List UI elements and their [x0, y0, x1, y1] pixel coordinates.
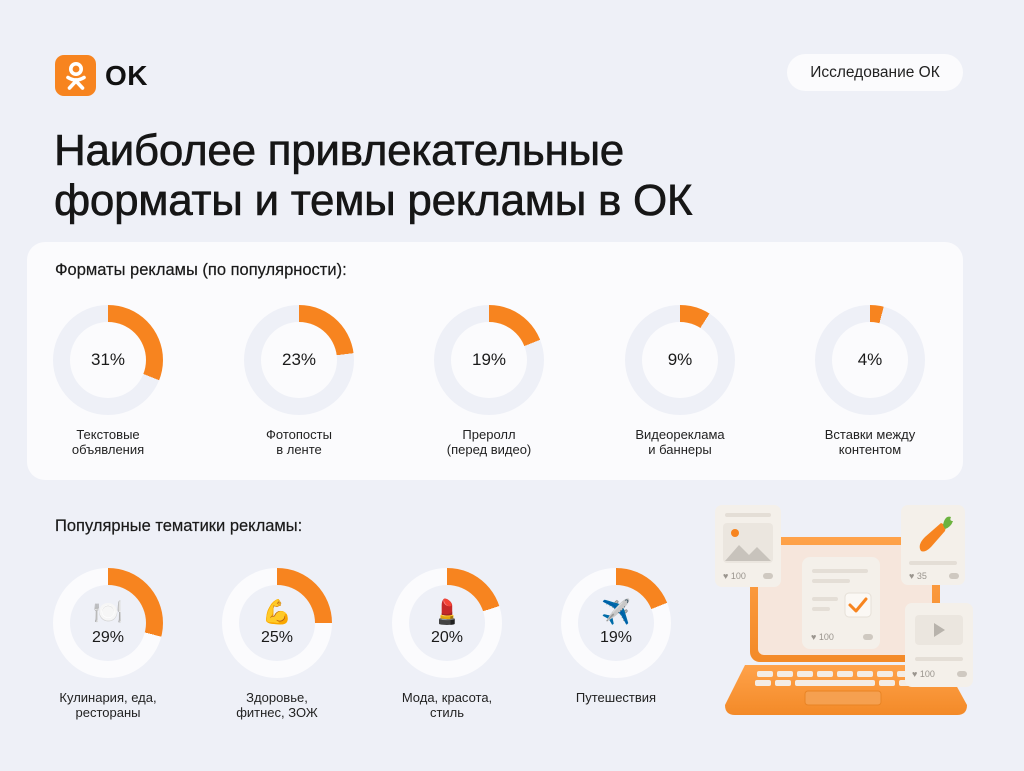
donut-label: Здоровье, фитнес, ЗОЖ	[236, 690, 318, 720]
ad-formats-title: Форматы рекламы (по популярности):	[55, 261, 347, 279]
format-donut: 19% Преролл (перед видео)	[414, 305, 564, 457]
carrot-post-card: ♥ 35	[901, 505, 965, 585]
ad-formats-card: Форматы рекламы (по популярности): 31% Т…	[27, 242, 963, 480]
airplane-icon: ✈️	[601, 598, 631, 626]
donut-label: Путешествия	[575, 690, 657, 705]
donut-chart: 19%	[434, 305, 544, 415]
ok-logo-icon	[55, 55, 96, 96]
svg-text:♥ 100: ♥ 100	[912, 669, 935, 679]
donut-label: Мода, красота, стиль	[401, 690, 493, 720]
donut-chart: 💪 25%	[222, 568, 332, 678]
donut-value: 4%	[857, 350, 883, 369]
donut-chart: 4%	[815, 305, 925, 415]
donut-chart: 23%	[244, 305, 354, 415]
format-donut: 31% Текстовые объявления	[33, 305, 183, 457]
logo-text: OK	[105, 59, 148, 91]
donut-label: Текстовые объявления	[71, 427, 145, 457]
page-title-line-1: Наиболее привлекательные	[54, 126, 625, 176]
research-badge: Исследование ОК	[787, 54, 963, 91]
svg-text:♥ 100: ♥ 100	[811, 632, 834, 642]
format-donut: 9% Видеореклама и баннеры	[605, 305, 755, 457]
donut-value: 19%	[471, 350, 507, 369]
donut-label: Фотопосты в ленте	[266, 427, 332, 457]
donut-chart: 9%	[625, 305, 735, 415]
donut-chart: ✈️ 19%	[561, 568, 671, 678]
donut-label: Видеореклама и баннеры	[635, 427, 725, 457]
format-donut: 23% Фотопосты в ленте	[224, 305, 374, 457]
donut-chart: 31%	[53, 305, 163, 415]
theme-donut: 🍽️ 29% Кулинария, еда, рестораны	[33, 568, 183, 720]
donut-chart: 🍽️ 29%	[53, 568, 163, 678]
format-donut: 4% Вставки между контентом	[795, 305, 945, 457]
donut-value: 31%	[90, 350, 126, 369]
plate-cutlery-icon: 🍽️	[93, 598, 123, 626]
theme-donut: ✈️ 19% Путешествия	[541, 568, 691, 705]
checklist-post-card: ♥ 100	[802, 557, 880, 649]
theme-donut: 💪 25% Здоровье, фитнес, ЗОЖ	[202, 568, 352, 720]
donut-value: 19%	[599, 628, 633, 646]
svg-text:♥ 100: ♥ 100	[723, 571, 746, 581]
image-post-card: ♥ 100	[715, 505, 781, 587]
donut-label: Вставки между контентом	[824, 427, 916, 457]
donut-label: Кулинария, еда, рестораны	[59, 690, 157, 720]
lipstick-icon: 💄	[432, 598, 462, 626]
ad-themes-title: Популярные тематики рекламы:	[55, 517, 303, 535]
donut-label: Преролл (перед видео)	[446, 427, 532, 457]
donut-value: 20%	[430, 628, 464, 646]
donut-value: 29%	[91, 628, 125, 646]
page-title-line-2: форматы и темы рекламы в ОК	[54, 176, 693, 226]
laptop-illustration: ♥ 100 ♥ 100 ♥ 35	[705, 495, 985, 725]
page-title: Наиболее привлекательные форматы и темы …	[54, 126, 693, 226]
theme-donut: 💄 20% Мода, красота, стиль	[372, 568, 522, 720]
video-post-card: ♥ 100	[905, 603, 973, 687]
donut-chart: 💄 20%	[392, 568, 502, 678]
ok-logo: OK	[55, 55, 148, 96]
svg-text:♥ 35: ♥ 35	[909, 571, 927, 581]
donut-value: 23%	[281, 350, 317, 369]
donut-value: 25%	[260, 628, 294, 646]
donut-value: 9%	[667, 350, 693, 369]
flexed-biceps-icon: 💪	[262, 598, 292, 626]
